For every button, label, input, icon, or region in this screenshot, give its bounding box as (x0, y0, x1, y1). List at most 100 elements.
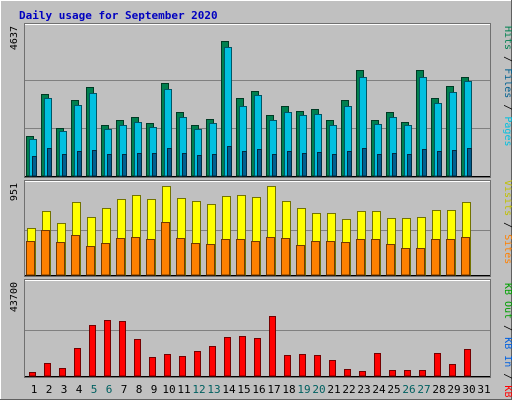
bar-pages (182, 153, 187, 177)
bar-sites (341, 242, 350, 276)
bar-sites (56, 242, 65, 276)
bar-pages (167, 148, 172, 177)
panel-kb-ymax-label: 43700 (9, 282, 20, 312)
bar-pages (92, 150, 97, 177)
day-label: 27 (417, 383, 430, 396)
bar-sites (326, 241, 335, 276)
bar-pages (377, 154, 382, 177)
bar-sites (296, 245, 305, 276)
bar-pages (227, 146, 232, 177)
legend-visits: Visits (502, 180, 512, 216)
bar-kb-f (29, 372, 36, 377)
day-label: 23 (357, 383, 370, 396)
day-label: 16 (252, 383, 265, 396)
bar-kb-f (344, 369, 351, 377)
bar-pages (407, 154, 412, 177)
day-label: 30 (462, 383, 475, 396)
bar-kb-f (89, 325, 96, 377)
bar-pages (272, 154, 277, 177)
bar-pages (347, 151, 352, 177)
bar-sites (356, 239, 365, 276)
bar-sites (41, 230, 50, 276)
day-label: 7 (121, 383, 128, 396)
bar-pages (62, 154, 67, 177)
bar-pages (257, 149, 262, 177)
legend-kb-out: KB Out (502, 283, 512, 319)
bar-pages (392, 153, 397, 177)
day-label: 31 (477, 383, 490, 396)
bar-sites (116, 238, 125, 276)
day-label: 17 (267, 383, 280, 396)
bar-kb-f (449, 364, 456, 377)
day-label: 26 (402, 383, 415, 396)
day-label: 10 (162, 383, 175, 396)
bar-pages (152, 153, 157, 177)
bar-sites (221, 239, 230, 276)
legend-sep-1: / (502, 56, 512, 62)
day-label: 18 (282, 383, 295, 396)
bar-pages (422, 149, 427, 177)
bar-sites (86, 246, 95, 276)
bar-sites (416, 248, 425, 276)
day-label: 6 (106, 383, 113, 396)
bar-kb-f (464, 349, 471, 377)
legend-hits: Hits (502, 26, 512, 50)
legend-sep-2: / (502, 104, 512, 110)
day-label: 20 (312, 383, 325, 396)
day-axis-labels: 1 2 3 4 5 6 7 8 9 10 11 12 13 14 15 16 17 18 19 20 21 22 23 24 2… (31, 383, 491, 396)
day-label: 9 (151, 383, 158, 396)
bar-sites (311, 241, 320, 276)
day-label: 8 (136, 383, 143, 396)
day-label: 15 (237, 383, 250, 396)
bar-pages (287, 151, 292, 177)
bar-sites (461, 237, 470, 276)
bar-sites (281, 238, 290, 276)
bar-sites (371, 239, 380, 276)
bar-kb-f (44, 363, 51, 377)
bar-sites (26, 241, 35, 276)
legend-sites: Sites (502, 234, 512, 264)
day-label: 12 (192, 383, 205, 396)
day-label: 1 (31, 383, 38, 396)
day-label: 5 (91, 383, 98, 396)
day-label: 29 (447, 383, 460, 396)
bar-sites (176, 238, 185, 276)
legend-kb-f: KB F (502, 385, 512, 400)
panel-kb-legend: KB Out / KB In / KB F (502, 283, 512, 400)
bar-sites (446, 239, 455, 276)
bar-kb-f (59, 368, 66, 377)
panel-hits-files-pages (25, 41, 490, 177)
bar-pages (107, 154, 112, 177)
bar-sites (401, 248, 410, 276)
day-label: 14 (222, 383, 236, 396)
bar-sites (71, 235, 80, 276)
bar-kb-f (404, 370, 411, 377)
bar-pages (332, 154, 337, 177)
bar-kb-f (149, 357, 156, 377)
bar-kb-f (329, 360, 336, 377)
legend-files: Files (502, 68, 512, 98)
bar-pages (137, 153, 142, 177)
legend-sep-5: / (502, 373, 512, 379)
bar-kb-f (254, 338, 261, 377)
chart-title: Daily usage for September 2020 (19, 9, 218, 22)
bar-kb-f (164, 354, 171, 377)
day-label: 2 (46, 383, 53, 396)
bar-sites (191, 243, 200, 276)
panel-hits-ymax-label: 4637 (9, 26, 20, 50)
day-label: 22 (342, 383, 355, 396)
bar-pages (362, 148, 367, 177)
bar-kb-f (179, 356, 186, 377)
day-label: 13 (207, 383, 220, 396)
bar-pages (437, 151, 442, 177)
bar-kb-f (239, 336, 246, 377)
bar-kb-f (434, 353, 441, 377)
bar-kb-f (374, 353, 381, 377)
bar-kb-f (224, 337, 231, 377)
bar-sites (386, 244, 395, 276)
bar-pages (467, 148, 472, 177)
bar-pages (47, 148, 52, 177)
bar-pages (452, 150, 457, 177)
panel-visits-legend: Visits / Sites (502, 180, 512, 264)
